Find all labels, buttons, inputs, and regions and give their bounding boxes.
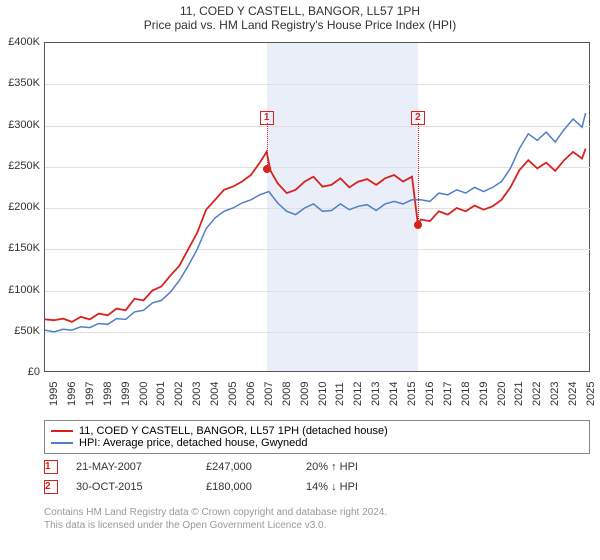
legend-label: 11, COED Y CASTELL, BANGOR, LL57 1PH (de… bbox=[79, 425, 388, 437]
x-tick-label: 2002 bbox=[173, 382, 185, 406]
sale-price: £180,000 bbox=[206, 481, 306, 493]
x-tick-label: 1998 bbox=[102, 382, 114, 406]
legend-label: HPI: Average price, detached house, Gwyn… bbox=[79, 437, 308, 449]
legend-item-hpi: HPI: Average price, detached house, Gwyn… bbox=[51, 437, 583, 449]
legend-swatch-icon bbox=[51, 430, 73, 432]
x-tick-label: 2015 bbox=[406, 382, 418, 406]
chart-title: 11, COED Y CASTELL, BANGOR, LL57 1PH bbox=[0, 4, 600, 18]
x-tick-label: 1995 bbox=[48, 382, 60, 406]
x-tick-label: 2005 bbox=[227, 382, 239, 406]
x-tick-label: 2001 bbox=[155, 382, 167, 406]
x-tick-label: 2014 bbox=[388, 382, 400, 406]
legend-swatch-icon bbox=[51, 442, 73, 444]
y-axis-labels: £0£50K£100K£150K£200K£250K£300K£350K£400… bbox=[0, 42, 44, 372]
sale-point-2 bbox=[414, 221, 422, 229]
callout-line-1 bbox=[267, 123, 268, 169]
x-tick-label: 2018 bbox=[460, 382, 472, 406]
x-tick-label: 1997 bbox=[84, 382, 96, 406]
legend-box: 11, COED Y CASTELL, BANGOR, LL57 1PH (de… bbox=[44, 420, 590, 454]
x-tick-label: 2006 bbox=[245, 382, 257, 406]
marker-box-icon: 2 bbox=[411, 111, 425, 125]
sale-date: 21-MAY-2007 bbox=[76, 461, 206, 473]
x-tick-label: 2022 bbox=[531, 382, 543, 406]
x-tick-label: 2013 bbox=[370, 382, 382, 406]
y-tick-label: £250K bbox=[0, 160, 40, 172]
sale-row-2: 2 30-OCT-2015£180,00014% ↓ HPI bbox=[44, 480, 426, 494]
footer-line2: This data is licensed under the Open Gov… bbox=[44, 519, 387, 532]
x-tick-label: 2025 bbox=[585, 382, 597, 406]
chart-lines bbox=[45, 43, 591, 373]
chart-subtitle: Price paid vs. HM Land Registry's House … bbox=[0, 18, 600, 32]
series-property bbox=[45, 149, 586, 322]
x-tick-label: 2016 bbox=[424, 382, 436, 406]
y-tick-label: £100K bbox=[0, 284, 40, 296]
x-tick-label: 2024 bbox=[567, 382, 579, 406]
sale-row-1: 1 21-MAY-2007£247,00020% ↑ HPI bbox=[44, 460, 426, 474]
x-axis-labels: 1995 1996 1997 1998 1999 2000 2001 2002 2003 2004… bbox=[44, 376, 590, 416]
series-hpi bbox=[45, 113, 586, 332]
x-tick-label: 2017 bbox=[442, 382, 454, 406]
marker-box-icon: 1 bbox=[44, 460, 58, 474]
marker-box-icon: 2 bbox=[44, 480, 58, 494]
x-tick-label: 1996 bbox=[66, 382, 78, 406]
sale-price: £247,000 bbox=[206, 461, 306, 473]
callout-2: 2 bbox=[411, 107, 425, 125]
sale-point-1 bbox=[263, 165, 271, 173]
y-tick-label: £50K bbox=[0, 325, 40, 337]
x-tick-label: 2023 bbox=[549, 382, 561, 406]
marker-box-icon: 1 bbox=[260, 111, 274, 125]
sale-pct: 20% ↑ HPI bbox=[306, 461, 426, 473]
callout-line-2 bbox=[418, 123, 419, 225]
x-tick-label: 2010 bbox=[317, 382, 329, 406]
y-tick-label: £150K bbox=[0, 242, 40, 254]
x-tick-label: 1999 bbox=[120, 382, 132, 406]
x-tick-label: 2004 bbox=[209, 382, 221, 406]
x-tick-label: 2007 bbox=[263, 382, 275, 406]
x-tick-label: 2011 bbox=[334, 382, 346, 406]
y-tick-label: £350K bbox=[0, 77, 40, 89]
y-tick-label: £200K bbox=[0, 201, 40, 213]
x-tick-label: 2008 bbox=[281, 382, 293, 406]
x-tick-label: 2003 bbox=[191, 382, 203, 406]
callout-1: 1 bbox=[260, 107, 274, 125]
y-tick-label: £400K bbox=[0, 36, 40, 48]
y-tick-label: £300K bbox=[0, 119, 40, 131]
x-tick-label: 2020 bbox=[496, 382, 508, 406]
legend-item-property: 11, COED Y CASTELL, BANGOR, LL57 1PH (de… bbox=[51, 425, 583, 437]
sale-pct: 14% ↓ HPI bbox=[306, 481, 426, 493]
footer-text: Contains HM Land Registry data © Crown c… bbox=[44, 506, 387, 532]
x-tick-label: 2009 bbox=[299, 382, 311, 406]
x-tick-label: 2000 bbox=[138, 382, 150, 406]
chart-container: 11, COED Y CASTELL, BANGOR, LL57 1PH Pri… bbox=[0, 0, 600, 560]
x-tick-label: 2021 bbox=[513, 382, 525, 406]
footer-line1: Contains HM Land Registry data © Crown c… bbox=[44, 506, 387, 519]
plot-area: 12 bbox=[44, 42, 590, 372]
x-tick-label: 2019 bbox=[478, 382, 490, 406]
x-tick-label: 2012 bbox=[352, 382, 364, 406]
y-tick-label: £0 bbox=[0, 366, 40, 378]
sale-date: 30-OCT-2015 bbox=[76, 481, 206, 493]
chart-titles: 11, COED Y CASTELL, BANGOR, LL57 1PH Pri… bbox=[0, 0, 600, 32]
